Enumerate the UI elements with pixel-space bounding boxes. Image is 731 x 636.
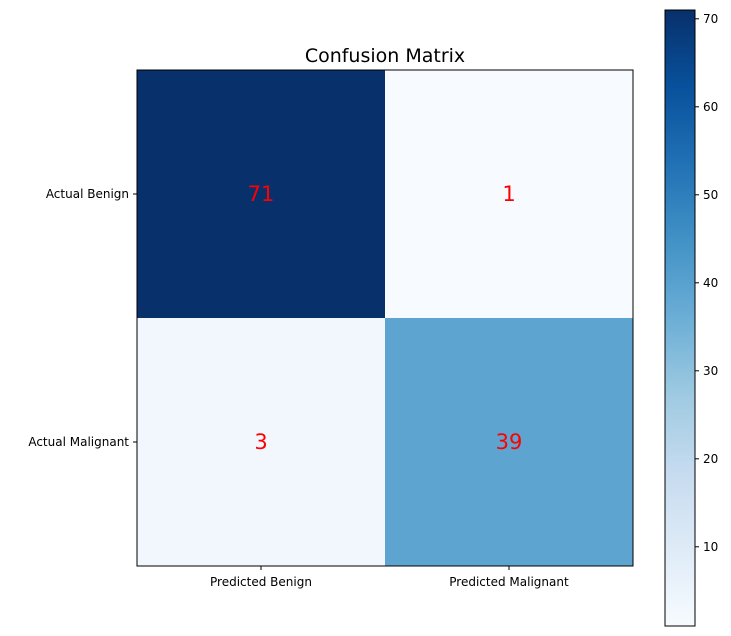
colorbar-tick-label: 70 <box>703 12 718 26</box>
colorbar-tick-label: 60 <box>703 100 718 114</box>
heatmap-cell-labels: 71 1 3 39 <box>248 182 523 454</box>
plot-frame <box>136 69 634 567</box>
colorbar-gradient <box>664 9 696 627</box>
cell-value-label: 3 <box>254 430 267 454</box>
colorbar-tick-label: 50 <box>703 188 718 202</box>
cell-value-label: 71 <box>248 182 275 206</box>
heatmap-cell <box>137 70 385 318</box>
heatmap-cells <box>137 70 633 566</box>
colorbar-tick-label: 20 <box>703 452 718 466</box>
cell-value-label: 1 <box>502 182 515 206</box>
y-tick-label: Actual Benign <box>46 187 129 201</box>
colorbar-tick-label: 40 <box>703 276 718 290</box>
x-tick-label: Predicted Benign <box>210 575 312 589</box>
x-axis-ticks: Predicted Benign Predicted Malignant <box>210 566 569 589</box>
x-tick-label: Predicted Malignant <box>449 575 569 589</box>
heatmap-cell <box>385 318 633 566</box>
cell-value-label: 39 <box>496 430 523 454</box>
colorbar: 10 20 30 40 50 60 70 <box>664 9 718 627</box>
colorbar-tick-label: 10 <box>703 540 718 554</box>
y-tick-label: Actual Malignant <box>28 435 129 449</box>
heatmap-cell <box>137 318 385 566</box>
colorbar-ticks: 10 20 30 40 50 60 70 <box>695 12 718 554</box>
y-axis-ticks: Actual Benign Actual Malignant <box>28 187 137 449</box>
heatmap-cell <box>385 70 633 318</box>
colorbar-tick-label: 30 <box>703 364 718 378</box>
chart-title: Confusion Matrix <box>305 45 465 67</box>
